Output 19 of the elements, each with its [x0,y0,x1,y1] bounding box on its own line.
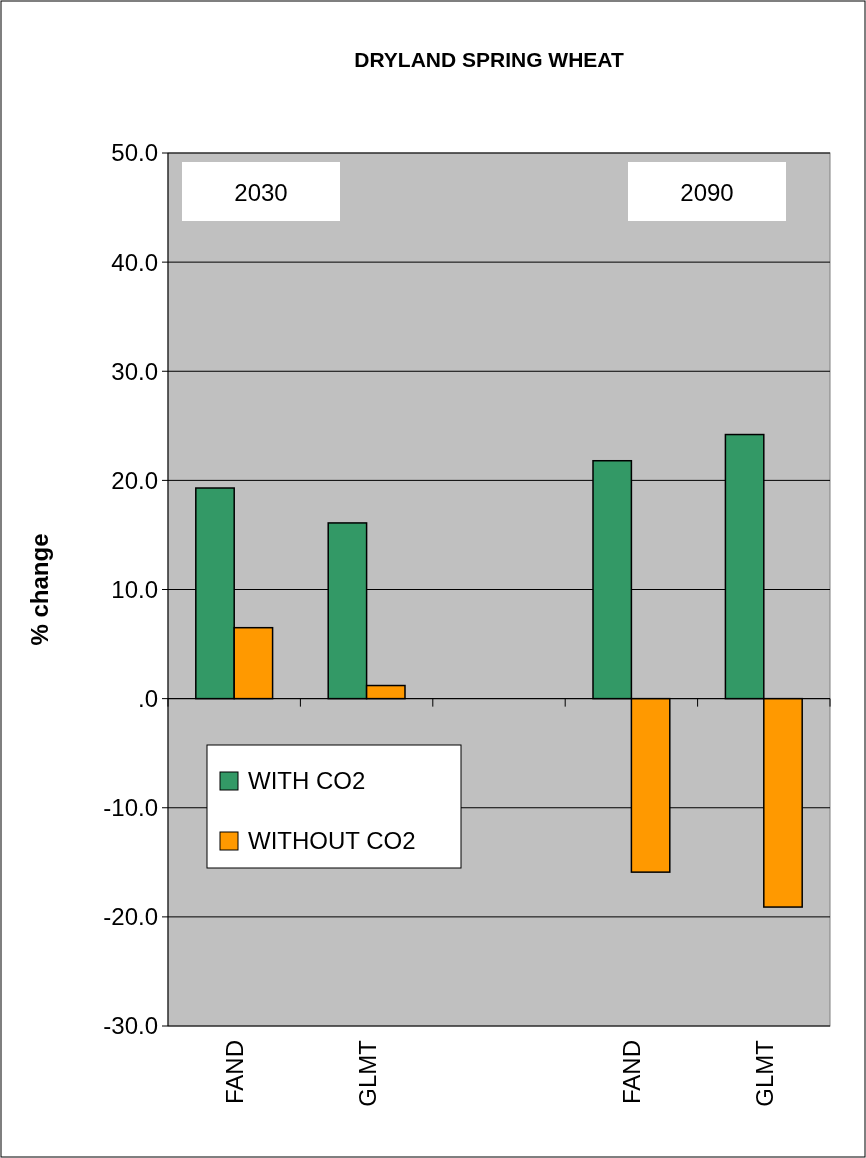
y-tick-label: 50.0 [111,139,158,167]
y-tick-label: -20.0 [103,903,158,931]
y-tick-label: -30.0 [103,1012,158,1040]
y-tick-label: 20.0 [111,466,158,494]
x-tick-label: FAND [618,1040,646,1105]
annotation: 2090 [680,179,734,207]
y-tick-label: 30.0 [111,357,158,385]
legend-label: WITH CO2 [248,767,366,795]
y-tick-label: 10.0 [111,575,158,603]
annotation: 2030 [234,179,288,207]
x-tick-label: GLMT [750,1039,778,1107]
legend-label: WITHOUT CO2 [248,827,416,855]
x-tick-label: GLMT [353,1039,381,1107]
y-tick-label: -10.0 [103,794,158,822]
y-axis-title: % change [26,533,53,646]
y-tick-label: 40.0 [111,248,158,276]
x-tick-label: FAND [221,1040,249,1105]
chart-title: DRYLAND SPRING WHEAT [354,48,624,71]
y-tick-label: .0 [137,685,158,713]
